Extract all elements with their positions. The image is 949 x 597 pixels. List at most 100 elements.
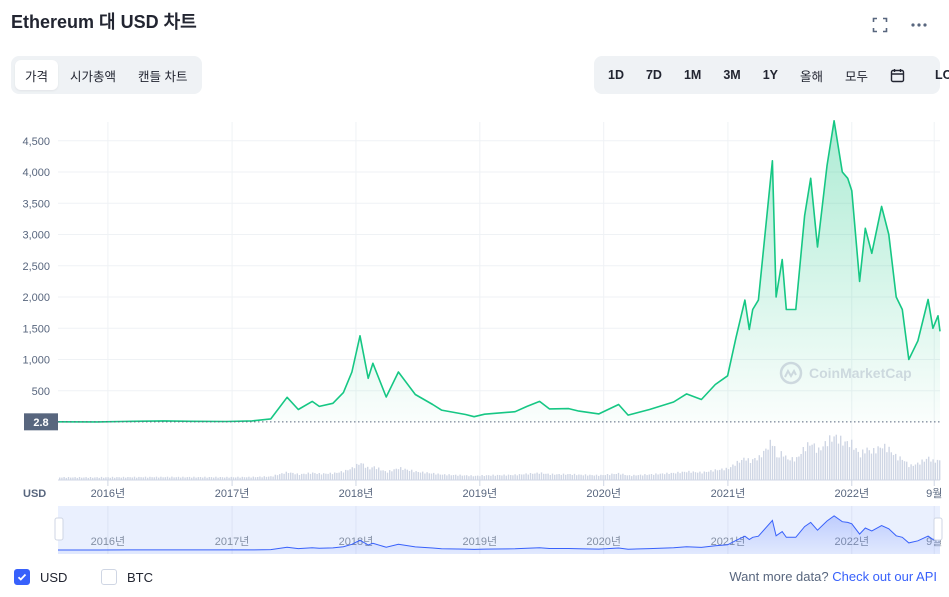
volume-bar: [798, 456, 800, 480]
tab-candle-chart[interactable]: 캔들 차트: [138, 69, 188, 84]
volume-bar: [661, 473, 664, 480]
volume-bar: [760, 457, 763, 480]
volume-bar: [213, 477, 215, 480]
volume-bar: [72, 477, 74, 480]
volume-bar: [697, 472, 699, 480]
volume-bar: [602, 475, 604, 480]
volume-bar: [499, 475, 501, 480]
volume-bar: [639, 474, 642, 480]
legend-usd-label: USD: [40, 569, 68, 585]
volume-bar: [725, 467, 727, 480]
volume-bar: [580, 474, 582, 480]
volume-bar: [439, 474, 441, 480]
volume-bar: [595, 474, 598, 480]
volume-bar: [138, 476, 140, 480]
volume-bar: [175, 477, 177, 480]
legend-btc[interactable]: BTC: [101, 569, 153, 585]
volume-bar: [793, 461, 796, 480]
y-tick-label: 3,000: [22, 230, 50, 242]
volume-bar: [690, 472, 692, 480]
calendar-icon[interactable]: [880, 60, 915, 90]
tab-price[interactable]: 가격: [15, 60, 59, 90]
volume-bar: [892, 455, 895, 480]
more-horizontal-icon[interactable]: [908, 14, 930, 36]
navigator-line: [58, 515, 941, 551]
volume-bar: [604, 475, 606, 480]
volume-bar: [444, 474, 446, 480]
volume-bar: [576, 475, 578, 480]
volume-bar: [59, 477, 61, 480]
volume-bar: [142, 477, 144, 480]
volume-bar: [543, 473, 545, 480]
volume-bar: [912, 465, 914, 480]
volume-bar: [479, 476, 481, 480]
volume-bar: [254, 477, 257, 480]
x-tick-label: 2019년: [463, 487, 498, 500]
volume-bar: [494, 475, 496, 480]
checkbox-checked-icon[interactable]: [14, 569, 30, 585]
volume-bar: [705, 472, 708, 480]
volume-bar: [327, 473, 329, 480]
volume-bar: [749, 463, 752, 480]
volume-bar: [831, 441, 833, 480]
volume-bar: [292, 472, 294, 480]
volume-bar: [679, 473, 681, 480]
volume-bar: [155, 476, 158, 480]
volume-bar: [230, 476, 232, 480]
volume-bar: [347, 470, 349, 480]
y-tick-label: 3,500: [22, 198, 50, 210]
volume-bar: [430, 473, 433, 480]
range-7d-button[interactable]: 7D: [645, 68, 662, 82]
volume-bar: [296, 473, 298, 480]
range-3m-button[interactable]: 3M: [723, 68, 741, 82]
volume-bar: [243, 477, 246, 480]
api-link[interactable]: Check out our API: [832, 569, 937, 584]
volume-bar: [864, 453, 866, 480]
y-tick-label: 1,000: [22, 355, 50, 367]
volume-bar: [334, 472, 336, 480]
volume-bar: [593, 475, 595, 480]
navigator-right-handle[interactable]: [933, 517, 943, 541]
volume-bar: [855, 448, 857, 480]
range-all-button[interactable]: 모두: [845, 69, 869, 84]
price-chart[interactable]: 500 1,000 1,500 2,000 2,500 3,000 3,500 4,000 4,…: [0, 100, 949, 562]
volume-bar: [325, 473, 327, 480]
volume-bar: [384, 471, 386, 480]
checkbox-icon[interactable]: [101, 569, 117, 585]
volume-bar: [96, 477, 98, 480]
volume-bar: [397, 469, 400, 480]
volume-bar: [815, 452, 818, 480]
navigator-left-handle[interactable]: [54, 517, 64, 541]
expand-icon[interactable]: [869, 14, 891, 36]
volume-bar: [329, 472, 331, 480]
volume-bar: [215, 476, 217, 480]
volume-bar: [98, 477, 100, 480]
range-1m-button[interactable]: 1M: [683, 68, 702, 82]
volume-bar: [336, 472, 338, 480]
volume-bar: [83, 477, 85, 480]
volume-bar: [314, 473, 316, 480]
range-1y-button[interactable]: 1Y: [762, 68, 779, 82]
volume-bar: [796, 457, 798, 480]
volume-bar: [507, 474, 510, 480]
volume-bar: [393, 469, 395, 480]
legend-usd[interactable]: USD: [14, 569, 67, 585]
volume-bar: [184, 477, 186, 480]
log-scale-button[interactable]: LOG: [935, 68, 949, 82]
volume-bar: [501, 475, 503, 480]
volume-bar: [881, 448, 884, 480]
volume-bar: [162, 477, 164, 480]
volume-bar: [842, 445, 844, 480]
volume-bar: [342, 472, 345, 480]
volume-bar: [285, 471, 287, 480]
volume-bar: [164, 477, 166, 480]
volume-bar: [598, 475, 600, 480]
volume-bar: [670, 472, 672, 480]
x-tick-label: 2017년: [215, 487, 250, 500]
volume-bar: [672, 472, 675, 480]
range-1d-button[interactable]: 1D: [608, 68, 624, 82]
range-ytd-button[interactable]: 올해: [800, 69, 824, 84]
tab-market-cap[interactable]: 시가총액: [70, 69, 117, 84]
chart-title: Ethereum 대 USD 차트: [11, 12, 197, 32]
